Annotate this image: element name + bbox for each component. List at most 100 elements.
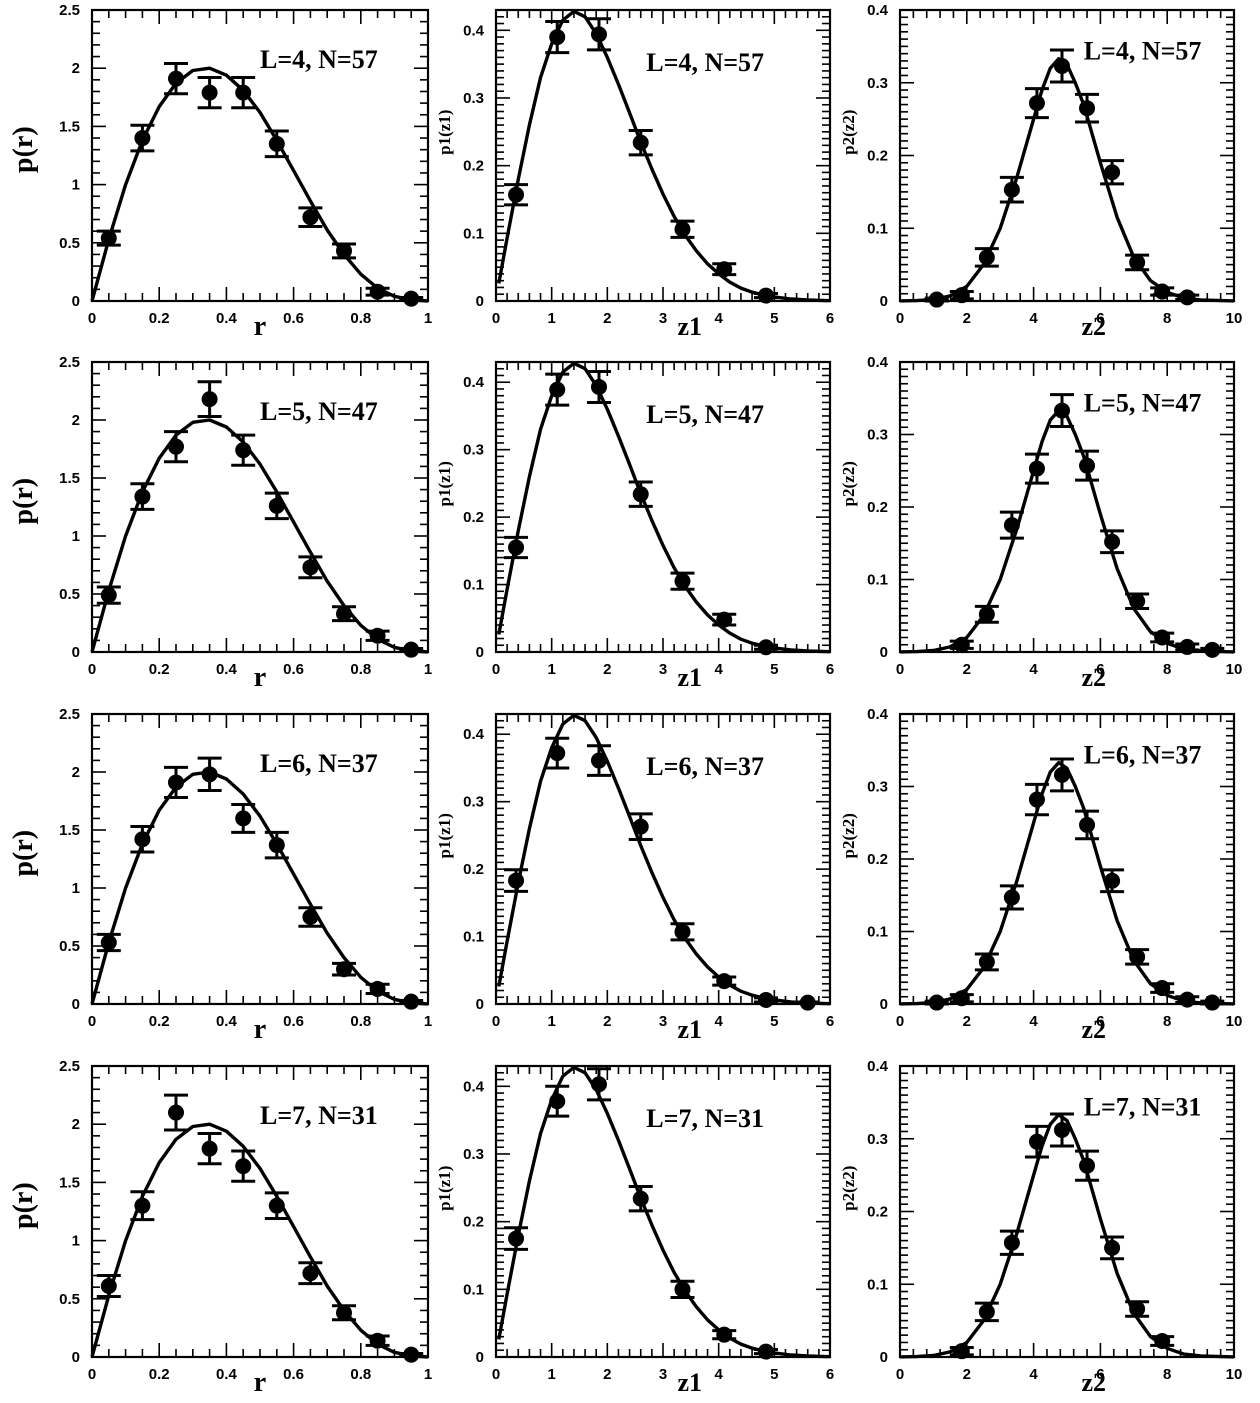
x-tick-label: 8 bbox=[1163, 1366, 1171, 1383]
x-tick-label: 10 bbox=[1226, 661, 1243, 678]
data-point bbox=[100, 934, 117, 951]
x-tick-label: 8 bbox=[1163, 661, 1171, 678]
data-point bbox=[716, 611, 733, 628]
data-point bbox=[716, 973, 733, 990]
ticks bbox=[899, 1065, 1235, 1358]
y-tick-label: 0.3 bbox=[463, 1146, 484, 1163]
x-tick-label: 4 bbox=[714, 661, 723, 678]
fit-curve bbox=[899, 408, 1235, 654]
x-axis-title: z1 bbox=[677, 1015, 702, 1044]
panel-annotation: L=7, N=31 bbox=[646, 1104, 764, 1133]
x-tick-label: 5 bbox=[770, 1013, 778, 1030]
x-tick-label: 0 bbox=[492, 1013, 500, 1030]
x-tick-label: 0.2 bbox=[149, 1366, 170, 1383]
panel-1-2: 0 1 2 3 4 5 6 0 0.1 0.2 0.3 0.4 z1 p1(z1) L=4, N=57 bbox=[435, 8, 834, 341]
fit-curve bbox=[497, 713, 831, 1006]
data-point bbox=[757, 287, 774, 304]
x-tick-label: 0 bbox=[492, 310, 500, 327]
panel-annotation: L=5, N=47 bbox=[646, 400, 764, 429]
x-tick-label: 10 bbox=[1226, 1366, 1243, 1383]
x-tick-label: 0 bbox=[88, 661, 96, 678]
data-point bbox=[201, 1140, 218, 1157]
x-tick-label: 0.4 bbox=[216, 661, 238, 678]
x-tick-label: 0.4 bbox=[216, 310, 238, 327]
x-axis-title: z2 bbox=[1081, 1015, 1106, 1044]
ticks bbox=[495, 713, 831, 1005]
data-point bbox=[953, 1343, 970, 1360]
panel-2-2: 0 1 2 3 4 5 6 0 0.1 0.2 0.3 0.4 z1 p1(z1) L=5, N=47 bbox=[435, 360, 834, 692]
data-point bbox=[100, 587, 117, 604]
x-tick-label: 1 bbox=[424, 310, 432, 327]
y-tick-label: 0 bbox=[476, 293, 484, 310]
y-axis-title: p1(z1) bbox=[435, 461, 454, 506]
x-tick-label: 4 bbox=[714, 1366, 723, 1383]
y-tick-label: 1 bbox=[72, 1233, 80, 1250]
y-tick-label: 0.1 bbox=[867, 1276, 888, 1293]
y-tick-label: 0.4 bbox=[867, 1058, 889, 1075]
x-tick-label: 1 bbox=[547, 310, 555, 327]
y-tick-label: 0 bbox=[880, 1349, 888, 1366]
data-point bbox=[508, 1230, 525, 1247]
data-point bbox=[268, 837, 285, 854]
fit-curve bbox=[899, 760, 1235, 1006]
data-point bbox=[1079, 100, 1096, 117]
data-point bbox=[549, 381, 566, 398]
data-point bbox=[336, 961, 352, 978]
data-point bbox=[302, 559, 319, 576]
x-tick-label: 5 bbox=[770, 310, 778, 327]
data-point bbox=[978, 953, 995, 970]
x-tick-label: 2 bbox=[603, 1366, 611, 1383]
x-tick-label: 0.6 bbox=[283, 1013, 304, 1030]
x-tick-label: 6 bbox=[826, 1013, 834, 1030]
y-tick-label: 0.4 bbox=[463, 374, 485, 391]
data-point bbox=[403, 1346, 420, 1363]
x-tick-label: 0 bbox=[88, 310, 96, 327]
data-point bbox=[369, 627, 386, 644]
data-point bbox=[757, 639, 774, 656]
x-tick-label: 0.8 bbox=[350, 1366, 371, 1383]
y-tick-label: 2.5 bbox=[59, 706, 80, 723]
y-axis-title: p2(z2) bbox=[839, 813, 858, 858]
y-tick-label: 0 bbox=[72, 996, 80, 1013]
panel-annotation: L=5, N=47 bbox=[260, 397, 378, 426]
x-tick-label: 0.6 bbox=[283, 661, 304, 678]
y-tick-label: 1 bbox=[72, 177, 80, 194]
data-point bbox=[978, 606, 995, 623]
panel-1-3: 0 2 4 6 8 10 0 0.1 0.2 0.3 0.4 z2 p2(z2) L=4, N=57 bbox=[839, 2, 1242, 341]
data-point bbox=[302, 909, 319, 925]
y-tick-label: 0 bbox=[476, 996, 484, 1013]
data-point bbox=[268, 497, 285, 514]
x-tick-label: 6 bbox=[1096, 1013, 1104, 1030]
x-tick-label: 0 bbox=[896, 1366, 904, 1383]
data-point bbox=[1028, 1133, 1045, 1150]
fit-curve bbox=[899, 57, 1235, 303]
data-point bbox=[1179, 638, 1196, 655]
fit-curve bbox=[90, 418, 429, 654]
data-point bbox=[403, 641, 420, 658]
x-tick-label: 1 bbox=[424, 1366, 432, 1383]
x-tick-label: 0 bbox=[896, 1013, 904, 1030]
data-point bbox=[403, 290, 420, 307]
y-tick-label: 0.4 bbox=[463, 726, 485, 743]
data-point bbox=[302, 209, 319, 226]
data-point bbox=[978, 1303, 995, 1320]
y-tick-label: 0.1 bbox=[463, 577, 484, 594]
data-point bbox=[1079, 457, 1096, 474]
y-tick-label: 0.5 bbox=[59, 1291, 80, 1308]
y-tick-label: 0.2 bbox=[463, 509, 484, 526]
data-point bbox=[1003, 517, 1020, 534]
data-point bbox=[1154, 980, 1171, 997]
data-point bbox=[508, 872, 525, 889]
panel-3-1: 0 0.2 0.4 0.6 0.8 1 0 0.5 1 1.5 2 2.5 r p(r) L=6, N=37 bbox=[8, 706, 432, 1045]
data-point bbox=[632, 818, 649, 835]
x-tick-label: 0 bbox=[492, 1366, 500, 1383]
data-point bbox=[201, 766, 218, 783]
data-point bbox=[134, 488, 151, 505]
panel-2-3: 0 2 4 6 8 10 0 0.1 0.2 0.3 0.4 z2 p2(z2) L=5, N=47 bbox=[839, 354, 1242, 692]
x-tick-label: 2 bbox=[603, 1013, 611, 1030]
data-point bbox=[1053, 58, 1070, 75]
x-tick-label: 0 bbox=[896, 310, 904, 327]
data-point bbox=[268, 135, 285, 152]
data-point bbox=[134, 831, 151, 848]
x-tick-label: 1 bbox=[547, 1366, 555, 1383]
